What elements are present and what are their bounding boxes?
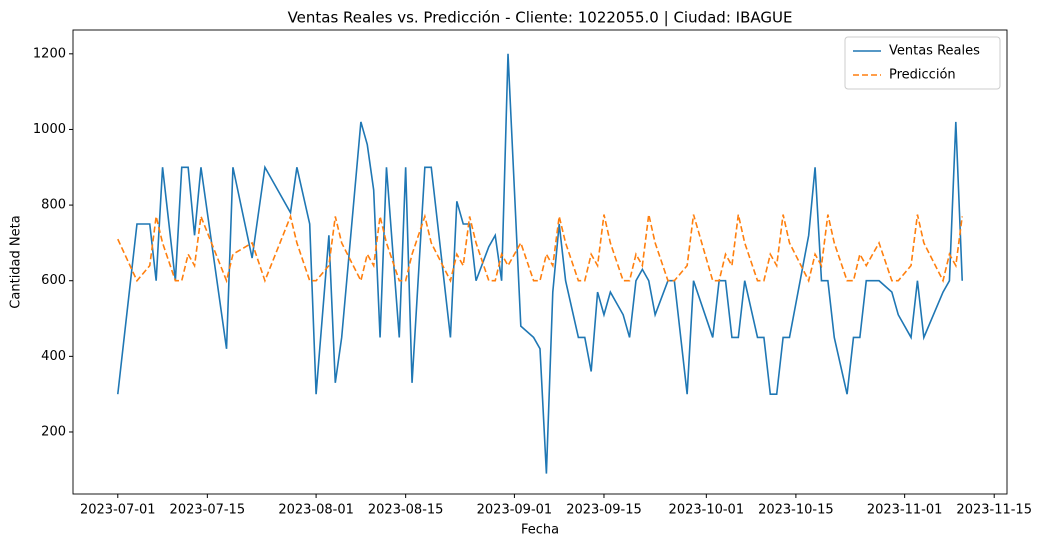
x-tick-label: 2023-09-15 — [566, 503, 642, 518]
x-tick-label: 2023-07-15 — [170, 503, 246, 518]
x-axis-label: Fecha — [521, 523, 559, 538]
plot-frame — [72, 29, 1008, 495]
y-tick-label: 200 — [41, 424, 66, 439]
legend-label: Ventas Reales — [889, 44, 980, 59]
y-axis-label: Cantidad Neta — [9, 215, 24, 308]
x-tick-label: 2023-11-01 — [867, 503, 943, 518]
legend-label: Predicción — [889, 68, 956, 83]
y-tick-label: 400 — [41, 349, 66, 364]
legend-box — [844, 36, 1001, 90]
x-tick-label: 2023-09-01 — [477, 503, 553, 518]
y-tick-label: 600 — [41, 273, 66, 288]
x-tick-label: 2023-10-15 — [758, 503, 834, 518]
y-tick-label: 800 — [41, 198, 66, 213]
series-line — [116, 53, 964, 474]
x-tick-label: 2023-07-01 — [80, 503, 156, 518]
chart-title: Ventas Reales vs. Predicción - Cliente: … — [288, 9, 793, 27]
x-tick-label: 2023-08-15 — [368, 503, 444, 518]
x-tick-label: 2023-11-15 — [956, 503, 1032, 518]
y-tick-label: 1000 — [33, 122, 66, 137]
series-line — [117, 213, 964, 284]
y-tick-label: 1200 — [33, 46, 66, 61]
x-tick-label: 2023-08-01 — [278, 503, 354, 518]
x-tick-label: 2023-10-01 — [669, 503, 745, 518]
